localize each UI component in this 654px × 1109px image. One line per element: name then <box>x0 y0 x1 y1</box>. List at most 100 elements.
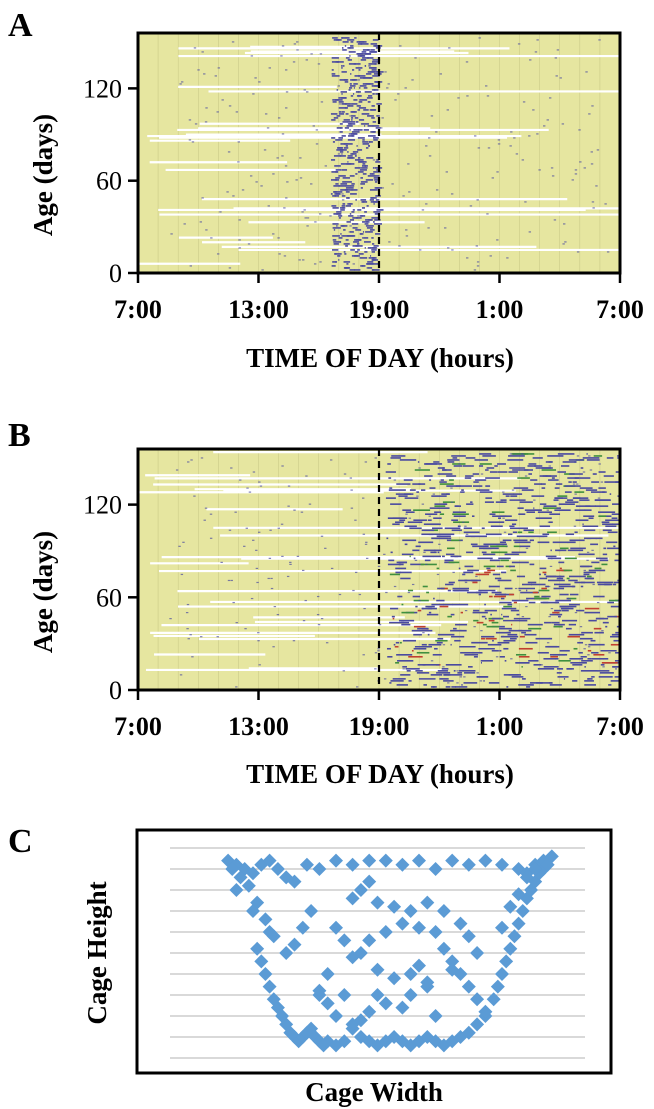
scatter-point <box>345 1017 360 1032</box>
scatter-point <box>511 887 526 902</box>
scatter-point <box>495 857 509 872</box>
scatter-point <box>387 971 402 986</box>
panel-a-ylabel: Age (days) <box>28 114 58 236</box>
panel-c-plot-area <box>135 828 613 1075</box>
scatter-point <box>495 920 509 935</box>
scatter-point <box>287 874 302 889</box>
scatter-point <box>428 1009 443 1023</box>
scatter-point <box>370 962 385 977</box>
scatter-point <box>337 988 352 1002</box>
panel-c-ylabel: Cage Height <box>82 881 112 1024</box>
x-tick-label: 1:00 <box>476 712 524 741</box>
x-tick-label: 7:00 <box>596 295 644 324</box>
scatter-point <box>478 1004 493 1019</box>
scatter-point <box>470 992 485 1007</box>
panel-b-ylabel: Age (days) <box>28 531 58 653</box>
scatter-point <box>503 899 518 914</box>
scatter-point <box>345 891 360 906</box>
scatter-point <box>395 857 410 872</box>
y-tick-label: 0 <box>109 676 122 705</box>
scatter-point <box>412 920 426 935</box>
scatter-point <box>420 975 435 990</box>
scatter-point <box>395 1000 410 1015</box>
scatter-point <box>461 1025 476 1040</box>
scatter-point <box>528 862 543 876</box>
scatter-point <box>362 933 377 948</box>
scatter-point <box>262 853 277 868</box>
scatter-point <box>453 916 468 931</box>
scatter-point <box>436 904 451 918</box>
scatter-point <box>470 946 485 960</box>
scatter-point <box>312 862 327 876</box>
scatter-point <box>540 857 555 872</box>
y-tick-label: 0 <box>109 259 122 288</box>
scatter-point <box>461 979 476 994</box>
x-tick-label: 19:00 <box>349 295 410 324</box>
scatter-point <box>295 920 310 935</box>
panel-a: A Age (days) TIME OF DAY (hours) 7:00 13:… <box>8 7 644 373</box>
scatter-point <box>378 996 393 1011</box>
panel-b-xlabel: TIME OF DAY (hours) <box>246 759 514 789</box>
scatter-point <box>312 983 327 998</box>
scatter-point <box>362 874 377 889</box>
x-tick-label: 1:00 <box>476 295 524 324</box>
scatter-point <box>270 862 285 876</box>
scatter-point <box>470 1017 485 1032</box>
x-tick-label: 13:00 <box>228 712 289 741</box>
scatter-point <box>515 904 530 918</box>
panel-letter-b: B <box>8 417 31 454</box>
scatter-point <box>362 853 377 868</box>
panel-b: B Age (days) TIME OF DAY (hours) 7:00 13:… <box>8 417 644 789</box>
scatter-point <box>329 853 343 868</box>
scatter-point <box>395 916 410 931</box>
scatter-point <box>495 967 509 981</box>
panel-b-plot-area: 7:00 13:00 19:00 1:00 7:00 0 60 120 <box>83 447 644 741</box>
scatter-point <box>486 992 501 1007</box>
scatter-point <box>337 1034 352 1049</box>
y-tick-label: 60 <box>96 583 122 612</box>
scatter-point <box>246 866 260 881</box>
scatter-point <box>387 899 402 914</box>
scatter-point <box>403 988 418 1002</box>
scatter-point <box>233 870 248 885</box>
scatter-point <box>412 958 426 973</box>
x-tick-label: 19:00 <box>349 712 410 741</box>
scatter-point <box>262 979 277 994</box>
scatter-point <box>258 967 273 981</box>
scatter-point <box>287 937 302 952</box>
x-tick-label: 7:00 <box>596 712 644 741</box>
scatter-point <box>445 962 460 977</box>
scatter-point <box>519 870 534 885</box>
scatter-point <box>225 862 240 876</box>
scatter-point <box>254 954 269 969</box>
scatter-point <box>241 878 256 893</box>
scatter-point <box>329 1009 343 1023</box>
panel-c-xlabel: Cage Width <box>305 1077 443 1107</box>
scatter-point <box>445 954 460 969</box>
scatter-point <box>250 941 265 956</box>
scatter-point <box>378 853 393 868</box>
scatter-point <box>420 895 435 910</box>
scatter-point <box>279 946 294 960</box>
scatter-point <box>428 862 443 876</box>
scatter-point <box>428 925 443 939</box>
panel-c: C Cage Height Cage Width <box>8 823 613 1107</box>
scatter-point <box>262 925 277 939</box>
scatter-point <box>490 979 505 994</box>
scatter-point <box>511 916 526 931</box>
scatter-point <box>362 1004 377 1019</box>
scatter-point <box>370 988 385 1002</box>
scatter-point <box>246 904 260 918</box>
panel-letter-a: A <box>8 7 33 44</box>
x-tick-label: 13:00 <box>228 295 289 324</box>
x-tick-label: 7:00 <box>114 712 162 741</box>
scatter-point <box>461 929 476 944</box>
scatter-point <box>478 853 493 868</box>
scatter-point <box>299 857 314 872</box>
scatter-point <box>345 857 360 872</box>
scatter-point <box>304 904 319 918</box>
y-tick-label: 60 <box>96 167 122 196</box>
scatter-point <box>229 883 244 897</box>
scatter-point <box>345 950 360 965</box>
